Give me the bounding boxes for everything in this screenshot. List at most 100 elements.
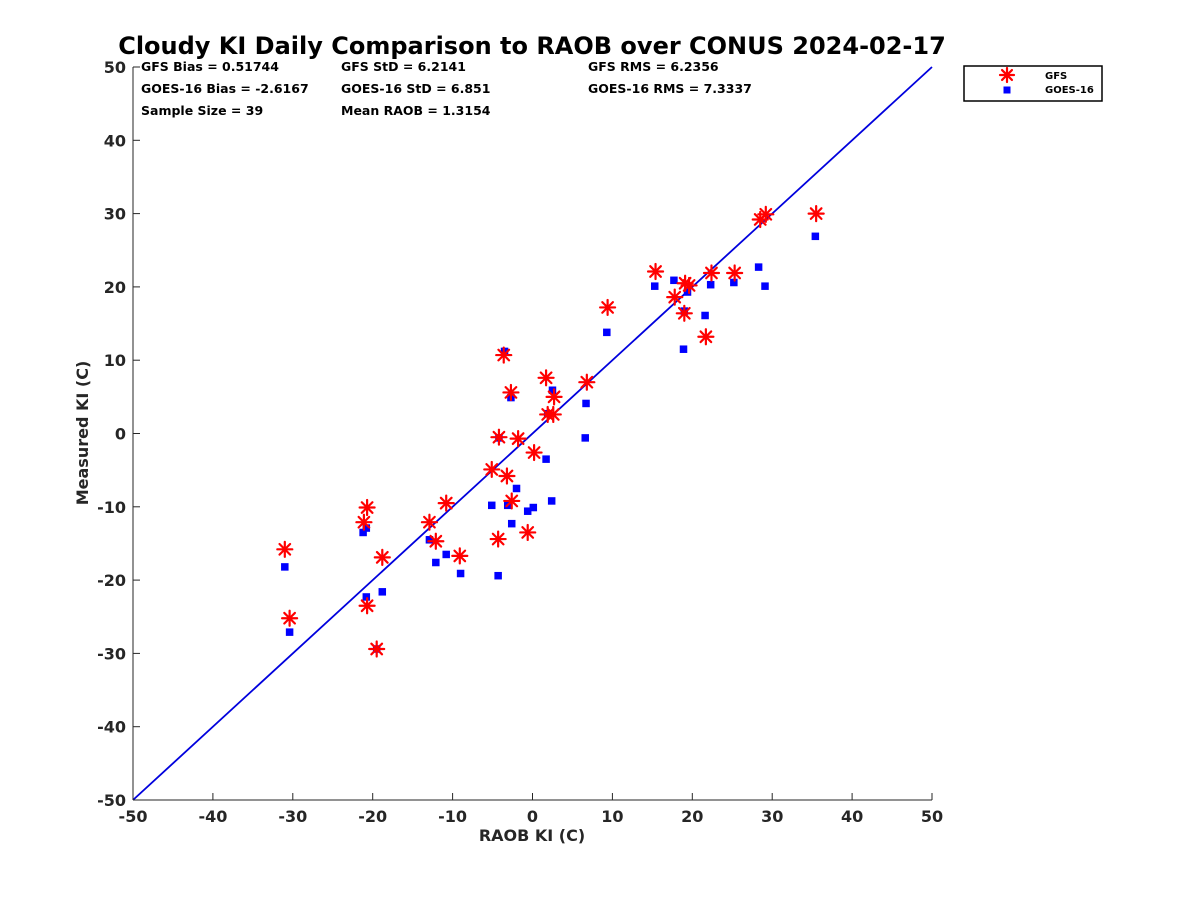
goes16-point bbox=[754, 263, 763, 271]
x-tick-label: 50 bbox=[921, 807, 943, 826]
goes16-point bbox=[425, 536, 434, 544]
gfs-point bbox=[490, 428, 508, 446]
goes16-point bbox=[603, 328, 611, 337]
y-tick-label: -10 bbox=[97, 498, 126, 517]
gfs-point bbox=[680, 276, 698, 295]
x-tick-label: 10 bbox=[601, 807, 623, 826]
x-tick-label: 20 bbox=[681, 807, 703, 826]
x-tick-label: -10 bbox=[438, 807, 467, 826]
goes16-point bbox=[362, 524, 371, 532]
gfs-point bbox=[702, 264, 721, 282]
goes16-point bbox=[761, 282, 769, 290]
legend-goes16-label: GOES-16 bbox=[1045, 85, 1094, 96]
x-tick-label: -40 bbox=[198, 807, 227, 826]
gfs-point bbox=[544, 405, 562, 424]
x-axis-ticks: -50 -40 -30 -20 -10 0 10 20 30 40 50 bbox=[119, 793, 943, 826]
y-tick-label: -20 bbox=[97, 571, 126, 590]
gfs-point bbox=[519, 523, 537, 542]
goes16-point bbox=[378, 588, 387, 596]
y-tick-label: 40 bbox=[104, 131, 126, 150]
y-axis-ticks: -50 -40 -30 -20 -10 0 10 20 30 40 50 bbox=[97, 58, 140, 810]
gfs-point bbox=[646, 262, 665, 281]
goes16-point bbox=[581, 434, 589, 442]
goes16-point bbox=[730, 278, 738, 287]
gfs-point bbox=[373, 548, 391, 566]
gfs-point bbox=[489, 530, 507, 548]
goes16-point bbox=[488, 501, 496, 510]
y-tick-label: 10 bbox=[104, 351, 126, 370]
stat-sample-size: Sample Size = 39 bbox=[141, 103, 263, 118]
x-tick-label: -30 bbox=[278, 807, 307, 826]
goes16-point bbox=[679, 345, 688, 353]
goes16-point bbox=[285, 628, 294, 636]
plot-area: -50 -40 -30 -20 -10 0 10 20 30 40 50 -50-40-30-20-… bbox=[97, 58, 943, 826]
y-tick-label: 50 bbox=[104, 58, 126, 77]
goes16-point bbox=[542, 455, 550, 463]
gfs-point bbox=[807, 205, 825, 223]
gfs-point bbox=[358, 597, 376, 615]
gfs-point bbox=[451, 547, 469, 565]
legend-goes16-marker bbox=[1003, 86, 1011, 94]
gfs-point bbox=[537, 369, 555, 387]
stat-mean-raob: Mean RAOB = 1.3154 bbox=[341, 103, 491, 118]
gfs-point bbox=[525, 443, 543, 462]
goes16-point bbox=[494, 571, 502, 580]
one-to-one-line bbox=[132, 66, 933, 801]
goes16-point bbox=[701, 311, 709, 320]
stat-gfs-bias: GFS Bias = 0.51744 bbox=[141, 59, 279, 74]
legend-gfs-marker bbox=[998, 66, 1016, 84]
gfs-point bbox=[666, 288, 684, 306]
goes16-point bbox=[456, 569, 465, 578]
goes16-point bbox=[359, 528, 367, 537]
gfs-point bbox=[509, 430, 527, 448]
goes16-point bbox=[281, 563, 289, 571]
goes16-point bbox=[582, 399, 590, 408]
x-tick-label: -20 bbox=[358, 807, 387, 826]
y-tick-label: -50 bbox=[97, 791, 126, 810]
stat-goes16-std: GOES-16 StD = 6.851 bbox=[341, 81, 490, 96]
legend-gfs-label: GFS bbox=[1045, 71, 1067, 82]
y-tick-label: -30 bbox=[97, 644, 126, 663]
legend: GFS GOES-16 bbox=[963, 65, 1103, 102]
legend-box bbox=[963, 65, 1103, 102]
gfs-point bbox=[437, 494, 455, 512]
x-axis-label: RAOB KI (C) bbox=[479, 826, 585, 845]
goes16-point bbox=[523, 507, 532, 515]
gfs-series bbox=[276, 205, 825, 658]
stat-goes16-rms: GOES-16 RMS = 7.3337 bbox=[588, 81, 752, 96]
gfs-point bbox=[358, 498, 376, 517]
legend-goes16-square bbox=[1003, 86, 1011, 94]
gfs-point bbox=[697, 328, 715, 346]
y-axis-label: Measured KI (C) bbox=[73, 361, 92, 506]
gfs-point bbox=[545, 388, 563, 406]
gfs-point bbox=[276, 540, 294, 558]
gfs-point bbox=[498, 467, 516, 485]
gfs-point bbox=[578, 373, 596, 391]
gfs-point bbox=[483, 460, 501, 479]
x-tick-label: 30 bbox=[761, 807, 783, 826]
goes16-point bbox=[362, 593, 371, 601]
goes16-point bbox=[670, 276, 678, 285]
gfs-point bbox=[368, 640, 386, 658]
gfs-point bbox=[281, 609, 299, 627]
stat-gfs-rms: GFS RMS = 6.2356 bbox=[588, 59, 719, 74]
x-tick-label: 40 bbox=[841, 807, 863, 826]
gfs-point bbox=[495, 346, 513, 364]
y-tick-label: 0 bbox=[115, 425, 126, 444]
gfs-point bbox=[599, 298, 617, 317]
gfs-point bbox=[502, 383, 520, 402]
goes16-point bbox=[811, 232, 820, 241]
goes16-point bbox=[512, 484, 521, 493]
goes16-point bbox=[507, 519, 516, 528]
y-tick-label: -40 bbox=[97, 718, 126, 737]
stat-gfs-std: GFS StD = 6.2141 bbox=[341, 59, 466, 74]
goes16-point bbox=[432, 558, 440, 567]
chart-title: Cloudy KI Daily Comparison to RAOB over … bbox=[118, 32, 946, 60]
goes16-point bbox=[706, 280, 715, 289]
gfs-point bbox=[757, 205, 775, 223]
goes16-point bbox=[547, 497, 556, 505]
y-tick-label: 20 bbox=[104, 278, 126, 297]
x-tick-label: 0 bbox=[527, 807, 538, 826]
gfs-point bbox=[427, 532, 445, 550]
